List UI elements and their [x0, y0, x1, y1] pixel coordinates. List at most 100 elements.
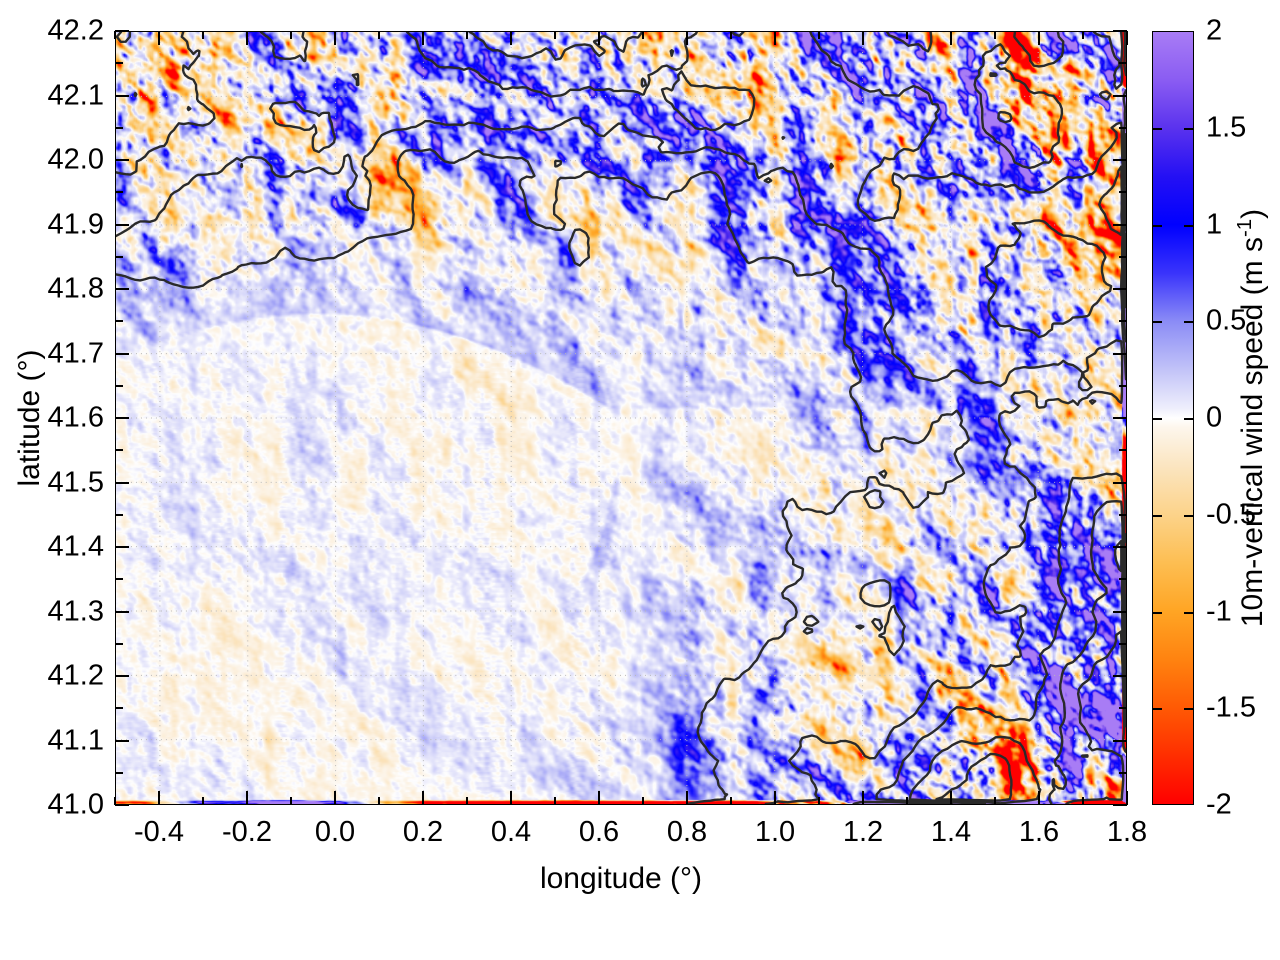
longitude-tick-mark — [686, 31, 688, 45]
longitude-tick-mark — [334, 791, 336, 805]
terrain-contour-line — [935, 752, 1013, 802]
longitude-tick-mark — [950, 791, 952, 805]
latitude-tick-mark — [1113, 546, 1127, 548]
longitude-tick-mark — [1126, 31, 1128, 45]
latitude-tick-mark — [115, 804, 129, 806]
terrain-contour-line — [660, 70, 756, 132]
latitude-tick-mark — [1113, 159, 1127, 161]
colorbar-tick-label: 2 — [1206, 14, 1223, 47]
longitude-minor-tick-mark — [466, 797, 468, 805]
latitude-minor-tick-mark — [1119, 255, 1127, 258]
longitude-tick-mark — [950, 31, 952, 45]
latitude-minor-tick-mark — [115, 642, 123, 645]
longitude-tick-mark — [246, 791, 248, 805]
terrain-contour-line — [1080, 754, 1089, 758]
terrain-contour-line — [763, 177, 773, 184]
terrain-contour-line — [997, 110, 1013, 124]
grid-lines — [116, 32, 1126, 804]
colorbar-tick-mark — [1184, 708, 1193, 711]
terrain-contour-line — [268, 100, 337, 154]
latitude-tick-label: 42.2 — [47, 14, 104, 47]
longitude-minor-tick-mark — [202, 797, 204, 805]
colorbar-tick-mark — [1153, 708, 1162, 711]
longitude-tick-label: -0.2 — [222, 816, 272, 848]
latitude-minor-tick-mark — [1119, 771, 1127, 774]
terrain-contour-line — [1098, 90, 1112, 101]
latitude-tick-mark — [115, 610, 129, 613]
latitude-tick-mark — [1113, 30, 1127, 32]
longitude-tick-label: 1.0 — [754, 816, 796, 848]
terrain-contour-line — [1088, 398, 1097, 405]
latitude-tick-mark — [115, 352, 129, 355]
terrain-contour-line — [989, 72, 998, 77]
latitude-tick-mark — [115, 481, 129, 484]
longitude-tick-label: -0.4 — [134, 816, 184, 848]
terrain-contour-line — [973, 43, 1064, 170]
terrain-contour-line — [116, 32, 216, 176]
longitude-tick-mark — [510, 791, 512, 805]
longitude-tick-label: 1.4 — [930, 816, 972, 848]
terrain-contour-line — [116, 148, 971, 804]
terrain-contour-line — [984, 219, 1113, 339]
terrain-contour-line — [781, 136, 786, 140]
latitude-tick-label: 41.6 — [47, 401, 104, 434]
latitude-tick-label: 41.9 — [47, 208, 104, 240]
latitude-tick-mark — [115, 159, 129, 161]
latitude-minor-tick-mark — [115, 384, 123, 387]
terrain-contour-line — [1123, 232, 1126, 309]
latitude-tick-label: 41.1 — [47, 724, 104, 756]
terrain-contour-line — [878, 604, 906, 657]
longitude-tick-mark — [686, 791, 688, 805]
terrain-contour-line — [863, 489, 885, 510]
terrain-contour-line — [351, 72, 360, 87]
longitude-minor-tick-mark — [290, 797, 292, 805]
longitude-tick-mark — [334, 31, 336, 45]
terrain-contour-line — [1013, 32, 1065, 68]
terrain-contour-line — [468, 32, 644, 61]
latitude-minor-tick-mark — [115, 255, 123, 258]
longitude-tick-mark — [774, 31, 776, 45]
colorbar-tick-mark — [1184, 127, 1193, 130]
latitude-tick-mark — [1113, 739, 1127, 742]
longitude-minor-tick-mark — [378, 797, 380, 805]
terrain-contour-line — [802, 614, 820, 627]
latitude-minor-tick-mark — [1119, 126, 1127, 129]
colorbar-tick-label: 0 — [1206, 401, 1223, 434]
latitude-minor-tick-mark — [1119, 384, 1127, 387]
latitude-tick-mark — [1113, 288, 1127, 290]
colorbar-label: 10m-vertical wind speed (m s-1) — [1234, 209, 1270, 627]
colorbar-label-text: 10m-vertical wind speed (m s — [1236, 237, 1269, 628]
latitude-minor-tick-mark — [1119, 449, 1127, 452]
longitude-minor-tick-mark — [114, 797, 116, 805]
y-axis-label: latitude (°) — [13, 349, 46, 487]
longitude-tick-mark — [158, 31, 160, 45]
longitude-minor-tick-mark — [554, 797, 556, 805]
colorbar-tick-mark — [1153, 321, 1162, 324]
longitude-minor-tick-mark — [730, 31, 732, 39]
longitude-tick-mark — [422, 31, 424, 45]
latitude-tick-mark — [1113, 481, 1127, 484]
longitude-minor-tick-mark — [906, 797, 908, 805]
longitude-tick-mark — [510, 31, 512, 45]
colorbar-tick-mark — [1153, 611, 1162, 614]
terrain-contour-line — [259, 32, 309, 63]
terrain-contour-line — [1065, 630, 1126, 804]
latitude-tick-mark — [1113, 610, 1127, 613]
longitude-minor-tick-mark — [906, 31, 908, 39]
terrain-contour-line — [116, 32, 132, 43]
colorbar-tick-mark — [1184, 418, 1193, 420]
latitude-tick-mark — [1113, 675, 1127, 677]
terrain-contour-line — [554, 159, 563, 168]
colorbar — [1152, 31, 1194, 805]
latitude-tick-label: 41.8 — [47, 272, 104, 305]
latitude-minor-tick-mark — [115, 578, 123, 581]
longitude-tick-label: 1.6 — [1018, 816, 1060, 848]
latitude-tick-mark — [1113, 804, 1127, 806]
latitude-minor-tick-mark — [115, 191, 123, 194]
longitude-tick-mark — [774, 791, 776, 805]
longitude-minor-tick-mark — [1082, 797, 1084, 805]
colorbar-tick-mark — [1184, 224, 1193, 227]
map-plot-area — [115, 31, 1127, 805]
longitude-tick-mark — [1038, 791, 1040, 805]
